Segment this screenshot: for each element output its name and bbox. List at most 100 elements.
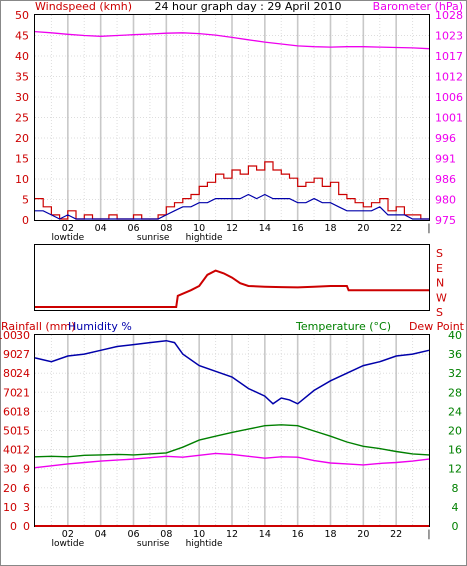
top-x-tick-label: 10 [193, 223, 205, 234]
humidity-tick-label: 27 [16, 348, 30, 361]
windspeed-tick-label: 40 [15, 50, 29, 63]
humidity-tick-label: 12 [16, 444, 30, 457]
dewpoint-line [34, 452, 430, 469]
direction-tick-label: E [436, 262, 443, 275]
rainfall-tick-label: 0 [10, 520, 17, 533]
dewpoint-axis-title: Dew Point [409, 320, 465, 333]
windspeed-tick-label: 30 [15, 91, 29, 104]
top-x-tick-label: 22 [390, 223, 402, 234]
bottom-x-tick-label: 02 [62, 529, 74, 540]
rainfall-tick-label: 90 [3, 348, 17, 361]
climate-grid [35, 335, 429, 526]
rainfall-tick-label: 40 [3, 444, 17, 457]
bottom-x-tick-label: 12 [226, 529, 238, 540]
barometer-tick-label: 980 [435, 194, 456, 207]
rainfall-tick-label: 60 [3, 405, 17, 418]
rainfall-tick-label: 80 [3, 367, 17, 380]
barometer-tick-label: 996 [435, 132, 456, 145]
top-tide-sun-label: lowtide [52, 233, 85, 243]
temperature-axis-title: Temperature (°C) [295, 320, 391, 333]
temperature-tick-label: 0 [452, 520, 459, 533]
wind-average-line [35, 193, 429, 220]
barometer-axis-title: Barometer (hPa) [373, 0, 463, 13]
humidity-tick-label: 6 [23, 482, 30, 495]
wind-baro-series [34, 30, 430, 220]
humidity-tick-label: 18 [16, 405, 30, 418]
humidity-axis-title: Humidity % [68, 320, 132, 333]
bottom-x-tick-label: 06 [127, 529, 139, 540]
direction-tick-label: S [436, 306, 443, 319]
barometer-tick-label: 975 [435, 214, 456, 227]
rainfall-tick-label: 30 [3, 463, 17, 476]
bottom-tide-sun-label: lowtide [52, 539, 85, 549]
windspeed-tick-label: 35 [15, 71, 29, 84]
humidity-tick-label: 24 [16, 367, 30, 380]
temperature-tick-label: 12 [448, 463, 462, 476]
bottom-x-tick-label: | [427, 529, 430, 540]
direction-tick-label: N [436, 277, 444, 290]
rainfall-tick-label: 100 [0, 329, 17, 342]
bottom-x-tick-label: 04 [95, 529, 107, 540]
barometer-tick-label: 986 [435, 173, 456, 186]
temperature-tick-label: 4 [452, 501, 459, 514]
bottom-x-tick-label: 10 [193, 529, 205, 540]
temperature-line [34, 424, 430, 458]
bottom-x-tick-label: 14 [259, 529, 271, 540]
humidity-tick-label: 0 [23, 520, 30, 533]
temperature-tick-label: 20 [448, 425, 462, 438]
temperature-tick-label: 36 [448, 348, 462, 361]
temperature-tick-label: 24 [448, 405, 462, 418]
bottom-x-tick-label: 16 [292, 529, 304, 540]
temperature-tick-label: 32 [448, 367, 462, 380]
windspeed-tick-label: 25 [15, 112, 29, 125]
top-tide-sun-label: sunrise [137, 233, 170, 243]
humidity-line [34, 339, 430, 405]
top-x-tick-label: 06 [127, 223, 139, 234]
direction-series [35, 269, 429, 308]
windspeed-tick-label: 45 [15, 30, 29, 43]
top-x-tick-label: 08 [160, 223, 172, 234]
windspeed-tick-label: 20 [15, 132, 29, 145]
wind-baro-grid [35, 15, 429, 220]
top-x-tick-label: 20 [357, 223, 369, 234]
barometer-tick-label: 1028 [435, 9, 463, 22]
axis-tick-labels: 5045403530252015105010281023101710121006… [0, 9, 463, 549]
windspeed-tick-label: 50 [15, 9, 29, 22]
windspeed-tick-label: 5 [22, 194, 29, 207]
barometer-line [34, 30, 430, 50]
barometer-tick-label: 1017 [435, 50, 463, 63]
windspeed-tick-label: 10 [15, 173, 29, 186]
rainfall-tick-label: 50 [3, 425, 17, 438]
temperature-tick-label: 28 [448, 386, 462, 399]
barometer-tick-label: 1023 [435, 30, 463, 43]
rainfall-tick-label: 70 [3, 386, 17, 399]
bottom-x-tick-label: 20 [357, 529, 369, 540]
humidity-tick-label: 9 [23, 463, 30, 476]
direction-tick-label: W [436, 291, 447, 304]
barometer-tick-label: 1006 [435, 91, 463, 104]
rainfall-tick-label: 10 [3, 501, 17, 514]
rainfall-tick-label: 20 [3, 482, 17, 495]
top-tide-sun-label: hightide [186, 233, 223, 243]
top-x-tick-label: | [427, 223, 430, 234]
top-x-tick-label: 18 [324, 223, 336, 234]
barometer-tick-label: 1012 [435, 71, 463, 84]
humidity-tick-label: 30 [16, 329, 30, 342]
bottom-tide-sun-label: sunrise [137, 539, 170, 549]
humidity-tick-label: 15 [16, 425, 30, 438]
rainfall-axis-title: Rainfall (mm) [1, 320, 75, 333]
bottom-x-tick-label: 08 [160, 529, 172, 540]
temperature-tick-label: 40 [448, 329, 462, 342]
humidity-tick-label: 21 [16, 386, 30, 399]
climate-series [34, 339, 430, 527]
top-x-tick-label: 14 [259, 223, 271, 234]
top-x-tick-label: 12 [226, 223, 238, 234]
top-x-tick-label: 04 [95, 223, 107, 234]
top-x-tick-label: 02 [62, 223, 74, 234]
temperature-tick-label: 8 [452, 482, 459, 495]
page-title: 24 hour graph day : 29 April 2010 [155, 0, 342, 13]
windspeed-tick-label: 0 [22, 214, 29, 227]
temperature-tick-label: 16 [448, 444, 462, 457]
